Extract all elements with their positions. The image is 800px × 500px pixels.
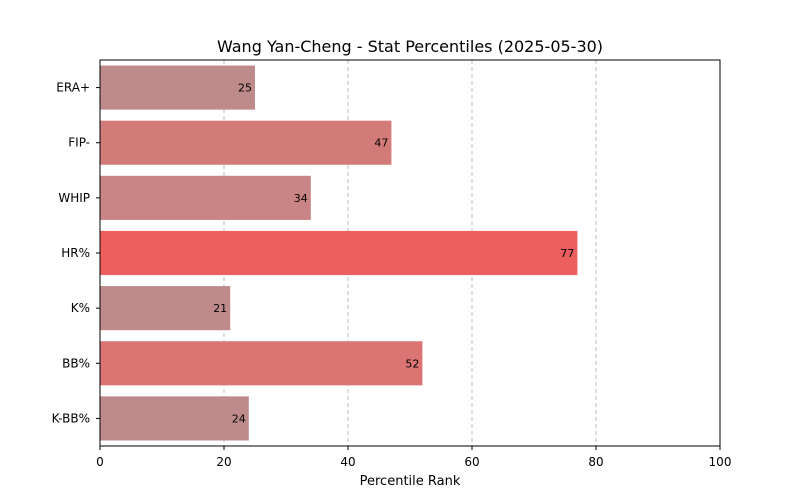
x-tick-label: 40 [340, 455, 355, 469]
chart-title: Wang Yan-Cheng - Stat Percentiles (2025-… [217, 37, 603, 56]
bar-fip [100, 120, 392, 165]
bar-whip [100, 175, 311, 220]
bar-value-label: 34 [294, 192, 308, 205]
bar-k [100, 286, 231, 331]
bar-k-bb [100, 396, 249, 441]
axes-layer [96, 59, 721, 450]
x-tick-label: 0 [96, 455, 104, 469]
y-tick-label: FIP- [68, 136, 90, 150]
bar-value-label: 21 [213, 302, 227, 315]
bar-era [100, 65, 255, 110]
bar-value-label: 77 [560, 247, 574, 260]
bar-value-label: 47 [374, 137, 388, 150]
x-tick-label: 60 [464, 455, 479, 469]
x-tick-label: 100 [709, 455, 732, 469]
bar-bb [100, 341, 423, 386]
y-tick-label: HR% [61, 246, 90, 260]
bars-layer [100, 65, 578, 441]
y-tick-label: BB% [62, 356, 90, 370]
bar-hr [100, 230, 578, 276]
y-tick-label: ERA+ [56, 81, 90, 95]
y-tick-label: K% [71, 301, 90, 315]
x-axis-label: Percentile Rank [360, 474, 461, 489]
text-layer: Wang Yan-Cheng - Stat Percentiles (2025-… [52, 37, 732, 489]
bar-value-label: 25 [238, 82, 252, 95]
x-tick-label: 20 [216, 455, 231, 469]
bar-value-label: 52 [405, 357, 419, 370]
x-tick-label: 80 [588, 455, 603, 469]
y-tick-label: WHIP [58, 191, 90, 205]
y-tick-label: K-BB% [52, 411, 90, 425]
bar-value-label: 24 [232, 412, 246, 425]
plot-frame [99, 59, 721, 447]
